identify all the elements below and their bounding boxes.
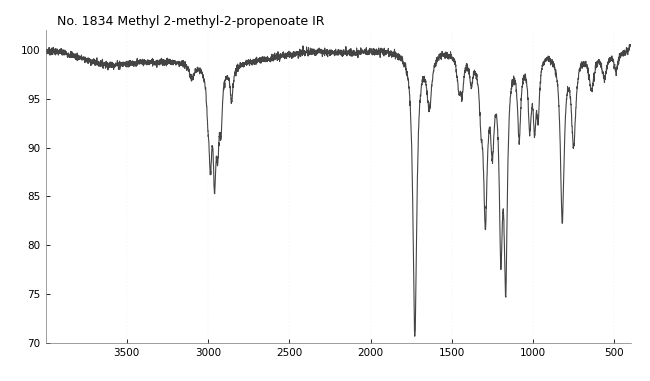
Text: No. 1834 Methyl 2-methyl-2-propenoate IR: No. 1834 Methyl 2-methyl-2-propenoate IR [57,15,325,28]
